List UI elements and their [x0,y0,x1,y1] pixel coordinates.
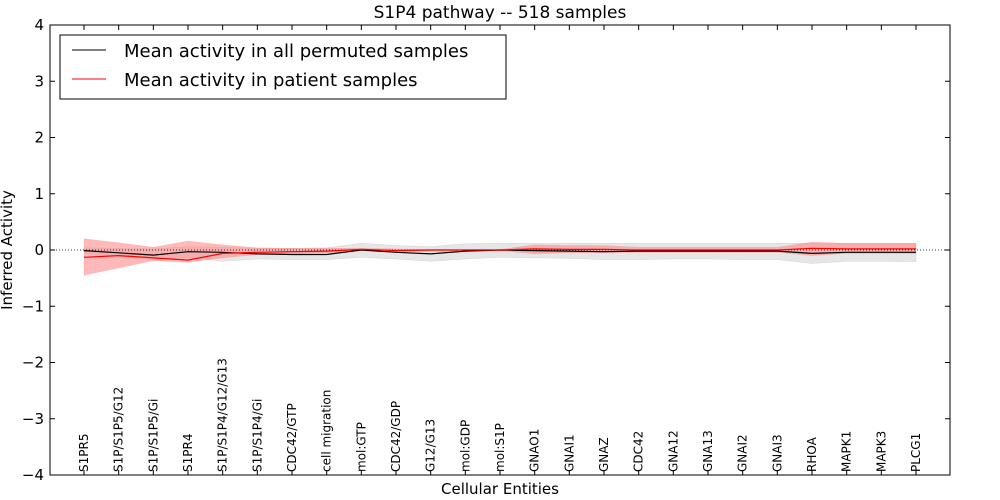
axis-ticks: −4 −3 −2 −1 0 1 2 3 4 [22,16,950,484]
category-label: GNA13 [701,430,715,472]
category-label: CDC42/GTP [285,403,299,472]
category-label: S1P/S1P4/G12/G13 [216,358,230,472]
y-tick-label: 3 [34,72,44,90]
plot-frame [49,24,951,476]
category-label: RHOA [805,436,819,472]
category-label: S1P/S1P5/Gi [146,399,160,472]
x-axis-label: Cellular Entities [441,480,559,498]
series-line-patient [83,247,916,261]
category-label: S1PR4 [181,434,195,472]
category-label: S1PR5 [77,434,91,472]
legend-label-permuted: Mean activity in all permuted samples [124,41,468,62]
category-label: G12/G13 [424,419,438,472]
legend-box [59,34,507,100]
y-axis-label: Inferred Activity [0,190,16,310]
series-lines [50,247,950,261]
category-label: S1P/S1P4/Gi [250,399,264,472]
category-label: PLCG1 [909,433,923,472]
category-label: GNAI1 [562,434,576,472]
category-label: MAPK1 [840,431,854,472]
chart-title: S1P4 pathway -- 518 samples [374,3,627,23]
y-tick-label: 2 [34,129,44,147]
category-label: mol:S1P [493,423,507,472]
category-label: GNAO1 [528,429,542,472]
y-tick-label: 1 [34,185,44,203]
y-tick-label: −2 [22,354,44,372]
y-tick-label: 4 [34,16,44,34]
category-label: GNAI3 [770,434,784,472]
category-label: cell migration [320,390,334,472]
y-tick-label: −1 [22,297,44,315]
category-label: mol:GTP [354,422,368,472]
y-tick-label: −4 [22,466,44,484]
category-label: GNAI2 [736,434,750,472]
y-tick-label: 0 [34,241,44,259]
band-patient [83,238,917,276]
category-label: GNA12 [666,430,680,472]
legend-label-patient: Mean activity in patient samples [124,70,418,91]
category-label: GNAZ [597,437,611,472]
category-label: CDC42/GDP [389,401,403,472]
category-label: CDC42 [632,431,646,472]
legend: Mean activity in all permuted samples Me… [59,34,507,100]
confidence-bands [83,238,917,276]
category-label: MAPK3 [874,431,888,472]
category-label: S1P/S1P5/G12 [112,387,126,472]
category-labels: S1PR5 S1P/S1P5/G12 S1P/S1P5/Gi S1PR4 S1P/S1P… [77,358,923,472]
y-tick-label: −3 [22,410,44,428]
category-label: mol:GDP [458,420,472,472]
